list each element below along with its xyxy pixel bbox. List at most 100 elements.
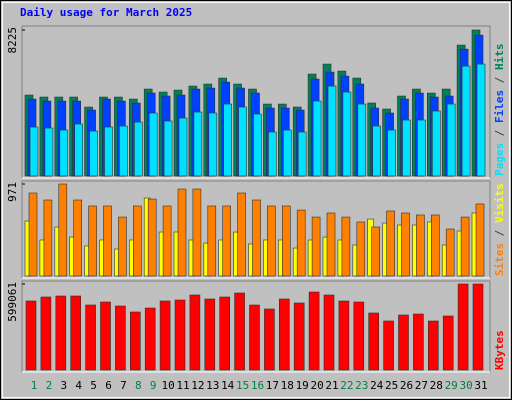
bar — [162, 205, 172, 277]
bar — [253, 113, 262, 177]
bar — [223, 103, 232, 177]
bar — [430, 214, 440, 277]
bar — [401, 212, 410, 277]
x-tick-label: 8 — [135, 379, 142, 392]
x-tick-label: 10 — [161, 379, 174, 392]
bar — [115, 305, 126, 371]
bar — [312, 100, 322, 177]
bar — [472, 283, 484, 371]
bar — [383, 320, 394, 371]
legend-entry: Pages — [493, 143, 506, 176]
x-tick-label: 22 — [340, 379, 353, 392]
y-max-label: 971 — [6, 182, 19, 202]
bar — [177, 188, 187, 277]
bar — [55, 295, 67, 371]
bar — [134, 121, 143, 177]
bar — [264, 308, 275, 371]
x-tick-label: 7 — [120, 379, 127, 392]
bar — [88, 205, 97, 277]
bar — [398, 314, 409, 371]
x-tick-label: 4 — [75, 379, 82, 392]
bar — [43, 199, 53, 277]
x-tick-label: 2 — [46, 379, 53, 392]
bar — [25, 300, 37, 371]
bar — [119, 125, 128, 177]
bar — [338, 300, 350, 371]
bar — [103, 205, 112, 277]
legend-separator: / — [493, 223, 506, 243]
x-tick-label: 9 — [150, 379, 157, 392]
x-tick-label: 25 — [385, 379, 398, 392]
bar — [159, 300, 171, 371]
x-tick-label: 30 — [459, 379, 472, 392]
x-tick-label: 11 — [176, 379, 189, 392]
bar — [281, 205, 291, 277]
bar — [85, 304, 96, 371]
bar — [416, 214, 425, 277]
bar — [178, 117, 188, 177]
bar — [353, 301, 365, 371]
bar — [461, 65, 471, 177]
bar — [368, 312, 380, 371]
x-tick-label: 17 — [266, 379, 279, 392]
x-tick-label: 24 — [370, 379, 384, 392]
bar — [296, 209, 306, 277]
bar — [208, 112, 218, 177]
bar — [417, 119, 426, 177]
x-tick-label: 14 — [221, 379, 235, 392]
y-max-label: 8225 — [6, 27, 19, 54]
legend-separator: / — [493, 70, 506, 90]
legend-entry: Sites — [493, 243, 506, 276]
bar — [356, 221, 366, 277]
bar — [326, 212, 336, 277]
x-tick-label: 26 — [400, 379, 413, 392]
bar — [311, 216, 321, 277]
bar — [222, 205, 231, 277]
bar — [237, 192, 246, 277]
bar — [327, 85, 337, 177]
bar — [252, 199, 261, 277]
legend: KBytes — [493, 330, 506, 370]
bar — [342, 91, 352, 177]
bar — [192, 188, 202, 277]
x-tick-label: 21 — [325, 379, 338, 392]
bar — [293, 302, 305, 371]
bar — [104, 126, 113, 177]
x-tick-label: 19 — [296, 379, 309, 392]
bar — [219, 296, 230, 371]
bar — [189, 294, 201, 371]
bar — [413, 313, 424, 371]
bar — [427, 320, 439, 371]
legend-entry: Hits — [493, 44, 506, 71]
bar — [58, 183, 68, 277]
bar — [445, 228, 455, 277]
bar — [174, 299, 186, 371]
x-tick-label: 1 — [31, 379, 38, 392]
bar — [144, 307, 156, 371]
legend-entry: KBytes — [493, 330, 506, 370]
bar — [341, 216, 351, 277]
bar — [234, 292, 245, 371]
x-tick-label: 6 — [105, 379, 112, 392]
bar — [323, 294, 335, 371]
bar — [70, 295, 81, 371]
x-tick-label: 16 — [251, 379, 264, 392]
bar — [59, 129, 69, 177]
legend-separator: / — [493, 123, 506, 143]
bar — [204, 298, 216, 371]
bar — [133, 205, 142, 277]
x-tick-label: 20 — [310, 379, 323, 392]
legend-entry: Files — [493, 90, 506, 123]
x-tick-label: 5 — [90, 379, 97, 392]
x-tick-label: 28 — [430, 379, 443, 392]
bar — [446, 103, 456, 177]
x-tick-label: 18 — [281, 379, 294, 392]
bar — [387, 129, 396, 177]
bar — [460, 216, 470, 277]
bar — [475, 203, 485, 277]
x-tick-label: 23 — [355, 379, 368, 392]
bar — [442, 315, 454, 371]
